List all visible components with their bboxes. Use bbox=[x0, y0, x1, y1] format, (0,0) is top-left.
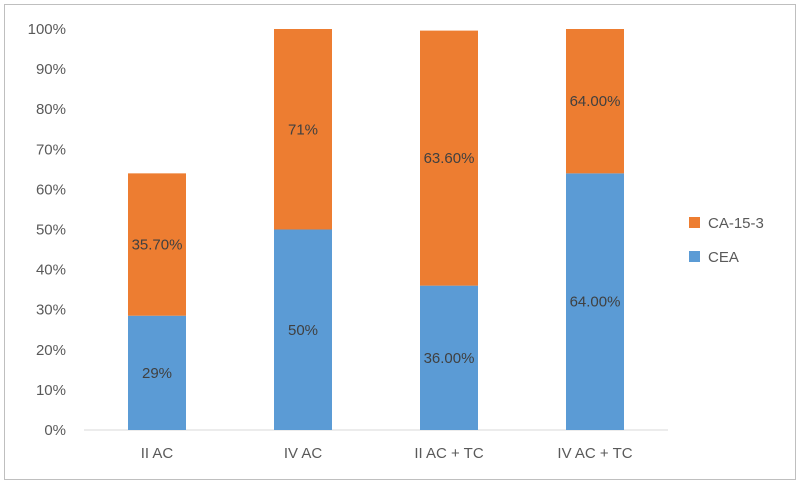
legend-label: CEA bbox=[708, 249, 739, 266]
y-tick-label: 50% bbox=[36, 222, 66, 239]
y-tick-label: 70% bbox=[36, 141, 66, 158]
x-tick-label: II AC + TC bbox=[414, 445, 483, 462]
bar-ca-15-3 bbox=[128, 173, 186, 316]
x-axis-ticks: II AC IV AC II AC + TC IV AC + TC bbox=[141, 445, 633, 462]
data-label: 29% bbox=[142, 365, 172, 382]
data-label: 36.00% bbox=[424, 350, 475, 367]
bar-ca-15-3 bbox=[420, 30, 478, 286]
data-label: 50% bbox=[288, 322, 318, 339]
data-label: 71% bbox=[288, 121, 318, 138]
legend-label: CA-15-3 bbox=[708, 215, 764, 232]
bar-ca-15-3 bbox=[566, 29, 624, 174]
x-tick-label: II AC bbox=[141, 445, 174, 462]
y-tick-label: 100% bbox=[28, 21, 66, 38]
bars bbox=[128, 29, 624, 431]
data-label: 35.70% bbox=[132, 237, 183, 254]
bar-cea bbox=[274, 229, 332, 430]
y-tick-label: 20% bbox=[36, 342, 66, 359]
data-label: 63.60% bbox=[424, 150, 475, 167]
bar-cea bbox=[566, 173, 624, 431]
x-tick-label: IV AC bbox=[284, 445, 323, 462]
y-tick-label: 60% bbox=[36, 181, 66, 198]
y-tick-label: 0% bbox=[44, 422, 66, 439]
legend-swatch bbox=[689, 251, 700, 262]
y-axis-ticks: 0% 10% 20% 30% 40% 50% 60% 70% 80% 90% 100% bbox=[28, 21, 66, 439]
y-tick-label: 90% bbox=[36, 61, 66, 78]
data-labels: 29% 35.70% 50% 71% 36.00% 63.60% 64.00% 64.00% bbox=[132, 93, 621, 382]
x-tick-label: IV AC + TC bbox=[557, 445, 632, 462]
y-tick-label: 40% bbox=[36, 262, 66, 279]
data-label: 64.00% bbox=[570, 294, 621, 311]
y-tick-label: 10% bbox=[36, 382, 66, 399]
bar-cea bbox=[128, 315, 186, 430]
bar-ca-15-3 bbox=[274, 29, 332, 230]
data-label: 64.00% bbox=[570, 93, 621, 110]
y-tick-label: 80% bbox=[36, 101, 66, 118]
y-tick-label: 30% bbox=[36, 302, 66, 319]
bar-cea bbox=[420, 285, 478, 430]
legend-swatch bbox=[689, 217, 700, 228]
legend: CA-15-3 CEA bbox=[689, 215, 764, 266]
